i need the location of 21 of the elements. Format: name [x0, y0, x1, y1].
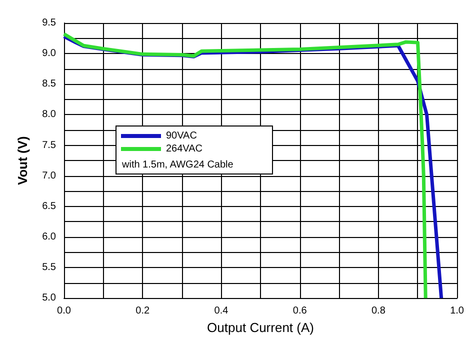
legend-label: 90VAC: [166, 130, 197, 142]
x-axis-title: Output Current (A): [207, 320, 314, 335]
x-tick-label: 0.8: [371, 306, 386, 317]
y-tick-label: 5.5: [42, 262, 56, 274]
legend-label: 264VAC: [166, 144, 203, 154]
y-tick-label: 5.0: [42, 292, 56, 304]
y-tick-label: 8.0: [42, 109, 56, 120]
y-tick-label: 6.5: [42, 200, 56, 212]
y-tick-label: 7.5: [42, 140, 56, 151]
x-tick-label: 1.0: [450, 306, 464, 317]
x-tick-label: 0.6: [292, 306, 308, 317]
y-tick-label: 9.5: [42, 18, 56, 28]
x-tick-label: 0.4: [214, 306, 229, 317]
x-tick-label: 0.2: [136, 306, 150, 317]
y-tick-label: 6.0: [42, 231, 56, 242]
x-tick-label: 0.0: [57, 306, 72, 317]
y-tick-label: 9.0: [42, 48, 56, 60]
y-tick-label: 8.5: [42, 78, 56, 90]
y-axis-title: Vout (V): [15, 136, 30, 185]
annotation: with 1.5m, AWG24 Cable: [121, 160, 234, 170]
y-tick-label: 7.0: [42, 170, 56, 182]
